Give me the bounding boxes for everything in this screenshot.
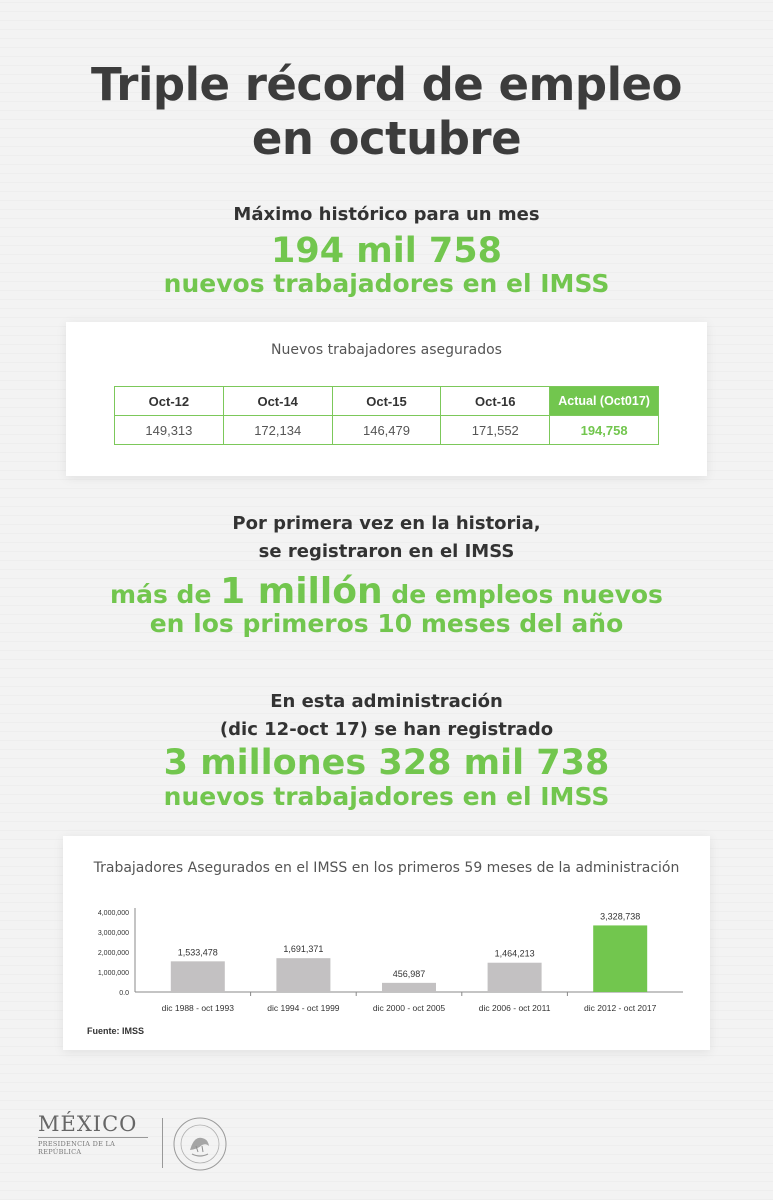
x-category-label: dic 1994 - oct 1999 bbox=[267, 1003, 340, 1013]
admin-subtitle: nuevos trabajadores en el IMSS bbox=[163, 782, 610, 811]
source-note: Fuente: IMSS bbox=[87, 1026, 145, 1036]
y-tick-label: 0.0 bbox=[119, 990, 129, 997]
million-highlight-line-2: en los primeros 10 meses del año bbox=[149, 609, 624, 638]
new-workers-table: Oct-12 Oct-14 Oct-15 Oct-16 Actual (Oct0… bbox=[114, 386, 659, 445]
million-highlight-line: más de 1 millón de empleos nuevos bbox=[0, 570, 773, 617]
million-lead-1: Por primera vez en la historia, bbox=[232, 513, 541, 534]
x-category-label: dic 1988 - oct 1993 bbox=[162, 1003, 235, 1013]
title-line-1: Triple récord de empleo bbox=[91, 58, 682, 111]
table-header-cell: Oct-12 bbox=[114, 386, 224, 416]
x-category-label: dic 2006 - oct 2011 bbox=[479, 1003, 551, 1013]
x-category-label: dic 2012 - oct 2017 bbox=[584, 1003, 657, 1013]
x-category-label: dic 2000 - oct 2005 bbox=[373, 1003, 446, 1013]
million-big: 1 millón bbox=[220, 571, 383, 612]
table-cell-highlight: 194,758 bbox=[549, 415, 659, 445]
page-title: Triple récord de empleo en octubre bbox=[0, 58, 773, 166]
million-pre: más de bbox=[110, 580, 221, 609]
mexico-wordmark: MÉXICO bbox=[38, 1112, 138, 1136]
table-header-cell: Oct-15 bbox=[331, 386, 442, 416]
chart-bar bbox=[487, 962, 542, 992]
table-row: 149,313 172,134 146,479 171,552 194,758 bbox=[114, 415, 659, 445]
record-subtitle: nuevos trabajadores en el IMSS bbox=[163, 269, 610, 298]
y-tick-label: 1,000,000 bbox=[98, 970, 129, 977]
table-cell: 172,134 bbox=[222, 415, 333, 445]
workers-chart-card: Trabajadores Asegurados en el IMSS en lo… bbox=[63, 836, 710, 1050]
table-header-cell: Oct-14 bbox=[222, 386, 333, 416]
chart-bar bbox=[170, 961, 225, 992]
footer-divider bbox=[162, 1118, 163, 1168]
table-header-row: Oct-12 Oct-14 Oct-15 Oct-16 Actual (Oct0… bbox=[114, 386, 659, 416]
mexico-logo: MÉXICO PRESIDENCIA DE LA REPÚBLICA bbox=[38, 1112, 158, 1156]
record-big-number: 194 mil 758 bbox=[271, 231, 502, 271]
table-cell: 146,479 bbox=[331, 415, 442, 445]
million-post: de empleos nuevos bbox=[382, 580, 663, 609]
bar-value-label: 3,328,738 bbox=[600, 911, 640, 921]
chart-bar bbox=[593, 925, 648, 992]
table-cell: 171,552 bbox=[440, 415, 551, 445]
bar-value-label: 1,691,371 bbox=[283, 944, 323, 954]
y-tick-label: 4,000,000 bbox=[98, 910, 129, 917]
presidencia-text: PRESIDENCIA DE LA REPÚBLICA bbox=[38, 1140, 116, 1156]
chart-bar bbox=[382, 982, 436, 992]
admin-lead-2: (dic 12-oct 17) se han registrado bbox=[219, 719, 554, 740]
y-tick-label: 2,000,000 bbox=[98, 950, 129, 957]
table-title: Nuevos trabajadores asegurados bbox=[271, 342, 502, 358]
admin-big-number: 3 millones 328 mil 738 bbox=[163, 743, 610, 783]
admin-lead-1: En esta administración bbox=[270, 691, 503, 712]
y-tick-label: 3,000,000 bbox=[98, 930, 129, 937]
bar-value-label: 1,464,213 bbox=[495, 949, 535, 959]
chart-title: Trabajadores Asegurados en el IMSS en lo… bbox=[93, 860, 680, 876]
new-workers-table-card: Nuevos trabajadores asegurados Oct-12 Oc… bbox=[66, 322, 707, 476]
table-header-cell: Oct-16 bbox=[440, 386, 551, 416]
title-line-2: en octubre bbox=[251, 112, 522, 165]
table-cell: 149,313 bbox=[114, 415, 224, 445]
million-lead-2: se registraron en el IMSS bbox=[258, 541, 515, 562]
bar-value-label: 1,533,478 bbox=[178, 947, 218, 957]
national-seal-icon bbox=[173, 1117, 227, 1171]
table-header-cell-highlight: Actual (Oct017) bbox=[549, 386, 659, 416]
chart-bar bbox=[276, 958, 331, 992]
record-lead: Máximo histórico para un mes bbox=[233, 204, 540, 225]
logo-underline bbox=[38, 1137, 148, 1138]
bar-value-label: 456,987 bbox=[393, 969, 426, 979]
bar-chart: 4,000,000 3,000,000 2,000,000 1,000,000 0.0 1… bbox=[98, 908, 683, 1013]
